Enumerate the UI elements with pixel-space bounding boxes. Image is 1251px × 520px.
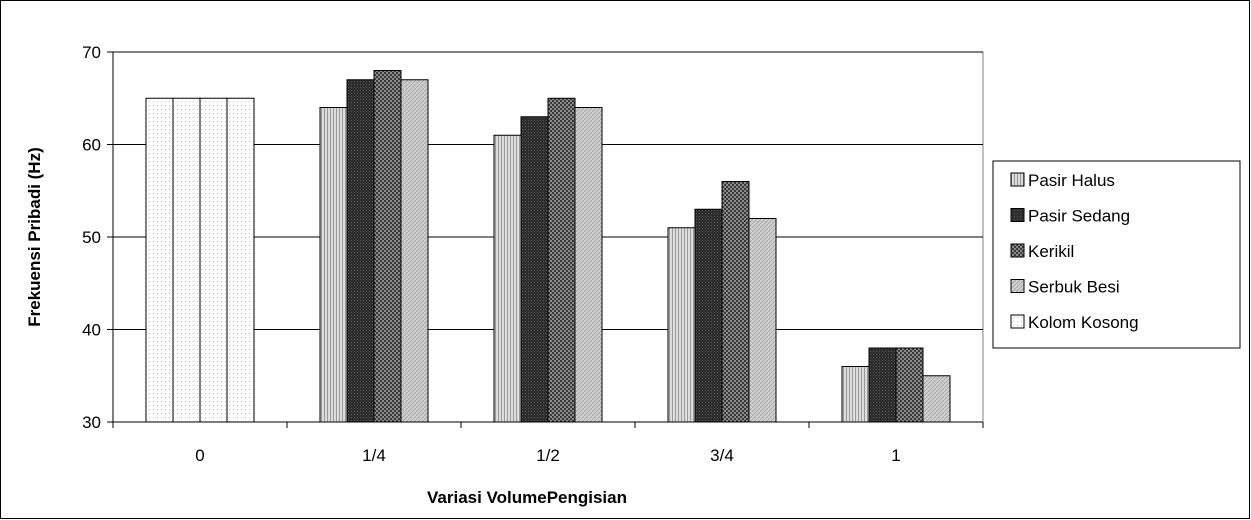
x-tick-label: 1/2 xyxy=(536,446,560,465)
y-axis-title: Frekuensi Pribadi (Hz) xyxy=(25,147,44,326)
bar xyxy=(493,134,522,423)
bar xyxy=(895,347,924,423)
bar xyxy=(574,107,603,423)
bar xyxy=(520,116,549,423)
bar xyxy=(922,375,951,423)
bar xyxy=(547,97,576,423)
x-tick-label: 3/4 xyxy=(710,446,734,465)
x-tick-label: 1 xyxy=(891,446,900,465)
y-tick-label: 60 xyxy=(82,136,101,155)
bar xyxy=(868,347,897,423)
y-tick-label: 70 xyxy=(82,43,101,62)
bars xyxy=(145,70,951,423)
axes: 30 40 50 60 70 0 1/4 1/2 3/4 1 xyxy=(82,43,984,465)
bar xyxy=(145,97,174,423)
y-tick-label: 50 xyxy=(82,228,101,247)
bar xyxy=(667,227,696,423)
x-axis-title: Variasi VolumePengisian xyxy=(427,488,627,507)
bar xyxy=(172,97,201,423)
legend-swatch xyxy=(1010,314,1025,329)
legend-label: Kerikil xyxy=(1028,242,1074,261)
bar xyxy=(400,79,429,423)
bar xyxy=(748,218,777,423)
legend-box xyxy=(992,160,1241,349)
legend-label: Pasir Halus xyxy=(1028,171,1115,190)
legend-label: Serbuk Besi xyxy=(1028,278,1120,297)
legend-swatch xyxy=(1010,243,1025,258)
legend-label: Kolom Kosong xyxy=(1028,313,1139,332)
bar xyxy=(319,107,348,423)
bar xyxy=(346,79,375,423)
bar xyxy=(841,366,870,423)
y-tick-label: 30 xyxy=(82,413,101,432)
bar xyxy=(694,208,723,423)
legend: Pasir Halus Pasir Sedang Kerikil Serbuk Bes… xyxy=(992,160,1241,349)
legend-label: Pasir Sedang xyxy=(1028,207,1130,226)
legend-swatch xyxy=(1010,279,1025,293)
y-tick-label: 40 xyxy=(82,321,101,340)
x-tick-label: 1/4 xyxy=(362,446,386,465)
bar xyxy=(226,97,255,423)
legend-swatch xyxy=(1010,172,1025,187)
bar xyxy=(199,97,228,423)
x-tick-label: 0 xyxy=(195,446,204,465)
bar xyxy=(373,70,402,423)
bar xyxy=(721,181,750,423)
legend-swatch xyxy=(1010,208,1025,222)
